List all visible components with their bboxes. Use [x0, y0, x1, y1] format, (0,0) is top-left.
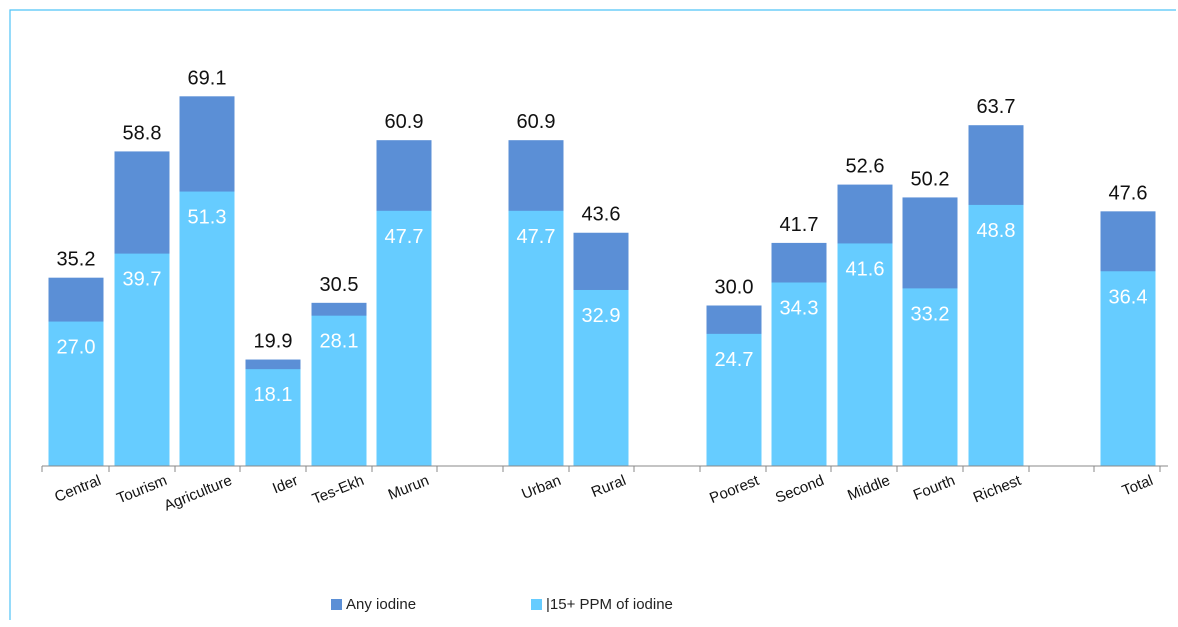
bar-15ppm-rural — [573, 289, 629, 466]
x-tick-label-poorest: Poorest — [707, 472, 762, 507]
bar-15ppm-murun — [376, 210, 432, 466]
data-label-any-iodine-tourism: 58.8 — [123, 122, 162, 144]
data-label-15ppm-tourism: 39.7 — [123, 269, 162, 291]
x-tick-label-agriculture: Agriculture — [162, 472, 235, 515]
data-label-15ppm-total: 36.4 — [1109, 286, 1148, 308]
x-tick-label-fourth: Fourth — [911, 472, 958, 504]
data-label-15ppm-rural: 32.9 — [582, 305, 621, 327]
x-tick-label-middle: Middle — [845, 472, 892, 504]
x-tick-label-murun: Murun — [386, 472, 432, 504]
x-tick-label-total: Total — [1120, 472, 1156, 500]
data-label-any-iodine-fourth: 50.2 — [911, 168, 950, 190]
legend-label-any-iodine: Any iodine — [346, 596, 417, 613]
bar-15ppm-tes-ekh — [311, 315, 367, 466]
data-label-15ppm-poorest: 24.7 — [715, 349, 754, 371]
data-label-any-iodine-murun: 60.9 — [385, 111, 424, 133]
bar-15ppm-middle — [837, 243, 893, 466]
legend-label-15ppm: |15+ PPM of iodine — [546, 596, 673, 613]
bar-15ppm-total — [1100, 271, 1156, 466]
bar-15ppm-urban — [508, 210, 564, 466]
x-tick-label-tes-ekh: Tes-Ekh — [310, 472, 367, 508]
x-tick-label-urban: Urban — [519, 472, 563, 503]
data-label-any-iodine-central: 35.2 — [57, 249, 96, 271]
bar-15ppm-ider — [245, 369, 301, 466]
data-label-15ppm-murun: 47.7 — [385, 226, 424, 248]
data-label-15ppm-central: 27.0 — [57, 337, 96, 359]
data-label-any-iodine-poorest: 30.0 — [715, 277, 754, 299]
bar-15ppm-richest — [968, 204, 1024, 467]
data-label-15ppm-second: 34.3 — [780, 297, 819, 319]
legend-swatch-any-iodine — [331, 599, 342, 610]
data-label-any-iodine-second: 41.7 — [780, 214, 819, 236]
bar-15ppm-agriculture — [179, 191, 235, 467]
x-tick-label-rural: Rural — [589, 472, 629, 501]
legend-item-15ppm: |15+ PPM of iodine — [531, 596, 673, 613]
data-label-any-iodine-agriculture: 69.1 — [188, 67, 227, 89]
data-label-any-iodine-total: 47.6 — [1109, 182, 1148, 204]
data-label-15ppm-middle: 41.6 — [846, 258, 885, 280]
legend: Any iodine |15+ PPM of iodine — [0, 596, 1178, 618]
x-tick-label-ider: Ider — [270, 472, 300, 497]
bar-15ppm-poorest — [706, 333, 762, 466]
data-label-any-iodine-middle: 52.6 — [846, 156, 885, 178]
legend-swatch-15ppm — [531, 599, 542, 610]
bar-15ppm-tourism — [114, 253, 170, 466]
x-tick-label-second: Second — [773, 472, 827, 507]
data-label-any-iodine-rural: 43.6 — [582, 204, 621, 226]
data-label-15ppm-tes-ekh: 28.1 — [320, 331, 359, 353]
bar-15ppm-central — [48, 321, 104, 466]
data-label-15ppm-agriculture: 51.3 — [188, 207, 227, 229]
data-label-15ppm-urban: 47.7 — [517, 226, 556, 248]
data-label-any-iodine-richest: 63.7 — [977, 96, 1016, 118]
legend-item-any-iodine: Any iodine — [331, 596, 416, 613]
data-label-15ppm-richest: 48.8 — [977, 220, 1016, 242]
data-label-any-iodine-tes-ekh: 30.5 — [320, 274, 359, 296]
x-tick-label-central: Central — [52, 472, 103, 506]
bar-15ppm-second — [771, 282, 827, 466]
data-label-any-iodine-ider: 19.9 — [254, 331, 293, 353]
frame-border — [9, 9, 1176, 620]
bar-15ppm-fourth — [902, 288, 958, 466]
x-tick-label-richest: Richest — [971, 472, 1025, 507]
x-tick-label-tourism: Tourism — [114, 472, 169, 507]
data-label-15ppm-fourth: 33.2 — [911, 303, 950, 325]
data-label-any-iodine-urban: 60.9 — [517, 111, 556, 133]
data-label-15ppm-ider: 18.1 — [254, 384, 293, 406]
